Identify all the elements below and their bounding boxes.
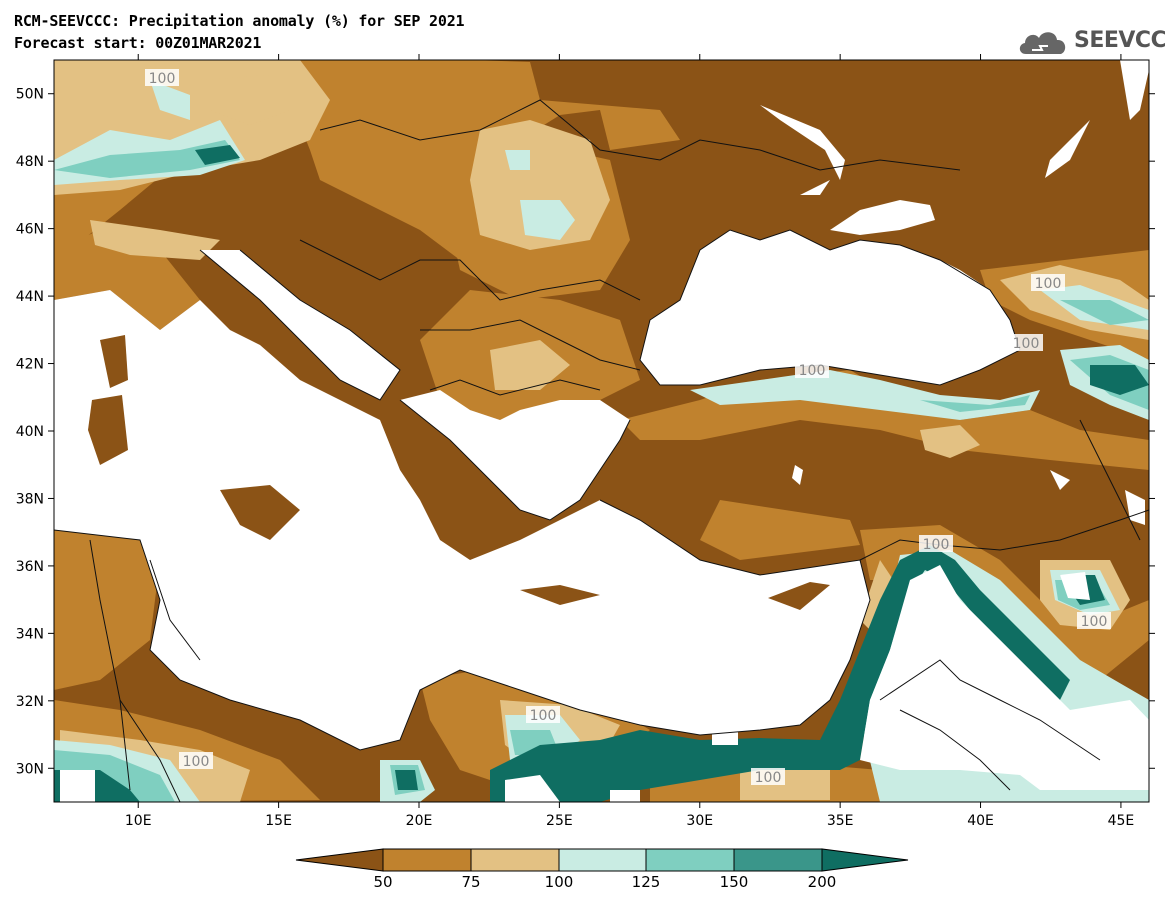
lat-tick-label: 36N	[16, 559, 44, 575]
colorbar-label: 75	[461, 873, 481, 891]
contour-label-bg	[179, 752, 213, 769]
lon-tick-label: 20E	[406, 813, 433, 829]
contour-label: 100	[530, 708, 557, 724]
contour-label-bg	[1009, 334, 1043, 351]
islands	[88, 335, 830, 610]
contour-label: 100	[923, 537, 950, 553]
colorbar-label: 125	[631, 873, 661, 891]
colorbar-below-triangle	[295, 848, 384, 872]
contour-label-bg	[795, 361, 829, 378]
contour-label-bg	[145, 69, 179, 86]
contour-label-bg	[751, 768, 785, 785]
map-title: RCM-SEEVCCC: Precipitation anomaly (%) f…	[14, 12, 465, 30]
lat-tick-label: 38N	[16, 491, 44, 507]
contour-label: 100	[183, 754, 210, 770]
lat-tick-label: 46N	[16, 222, 44, 238]
colorbar-label: 150	[719, 873, 749, 891]
contour-label: 100	[755, 770, 782, 786]
forecast-start-label: Forecast start: 00Z01MAR2021	[14, 34, 262, 52]
latitude-ticks: 50N 48N 46N 44N 42N 40N 38N 36N 34N 32N 30N	[16, 87, 1155, 777]
map-area	[54, 60, 1149, 802]
seevccc-logo: SEEVCCC	[1016, 22, 1165, 60]
contour-label-bg	[526, 706, 560, 723]
colorbar-above-triangle	[821, 848, 909, 872]
colorbar-label: 200	[807, 873, 837, 891]
lat-tick-label: 48N	[16, 154, 44, 170]
colorbar-label: 50	[373, 873, 393, 891]
colorbar	[295, 848, 909, 872]
colorbar-segment	[470, 848, 560, 872]
colorbar-label: 100	[544, 873, 574, 891]
contour-label-bg	[919, 535, 953, 552]
lon-tick-label: 35E	[827, 813, 854, 829]
logo-text: SEEVCCC	[1074, 28, 1165, 53]
contour-label-bg	[1031, 274, 1065, 291]
lon-tick-label: 30E	[686, 813, 713, 829]
contour-label: 100	[1035, 276, 1062, 292]
lat-tick-label: 50N	[16, 87, 44, 103]
lon-tick-label: 10E	[125, 813, 152, 829]
lon-tick-label: 25E	[546, 813, 573, 829]
contour-label: 100	[149, 71, 176, 87]
longitude-ticks: 10E 15E 20E 25E 30E 35E 40E 45E	[125, 54, 1134, 829]
lat-tick-label: 32N	[16, 694, 44, 710]
lon-tick-label: 45E	[1108, 813, 1135, 829]
colorbar-segment	[645, 848, 735, 872]
contour-labels: 100 100 100 100 100 100 100 100 100	[145, 69, 1111, 786]
coastlines-and-borders	[54, 99, 1149, 802]
colorbar-segment	[558, 848, 647, 872]
lat-tick-label: 42N	[16, 357, 44, 373]
contour-label: 100	[1081, 614, 1108, 630]
contour-label: 100	[799, 363, 826, 379]
colorbar-segment	[733, 848, 823, 872]
lat-tick-label: 44N	[16, 289, 44, 305]
colorbar-segment	[382, 848, 472, 872]
lat-tick-label: 34N	[16, 626, 44, 642]
no-data-zones	[54, 60, 1149, 802]
lon-tick-label: 15E	[265, 813, 292, 829]
lon-tick-label: 40E	[967, 813, 994, 829]
contour-label-bg	[1077, 612, 1111, 629]
lat-tick-label: 30N	[16, 761, 44, 777]
cloud-icon	[1019, 32, 1066, 54]
lat-tick-label: 40N	[16, 424, 44, 440]
contour-label: 100	[1013, 336, 1040, 352]
